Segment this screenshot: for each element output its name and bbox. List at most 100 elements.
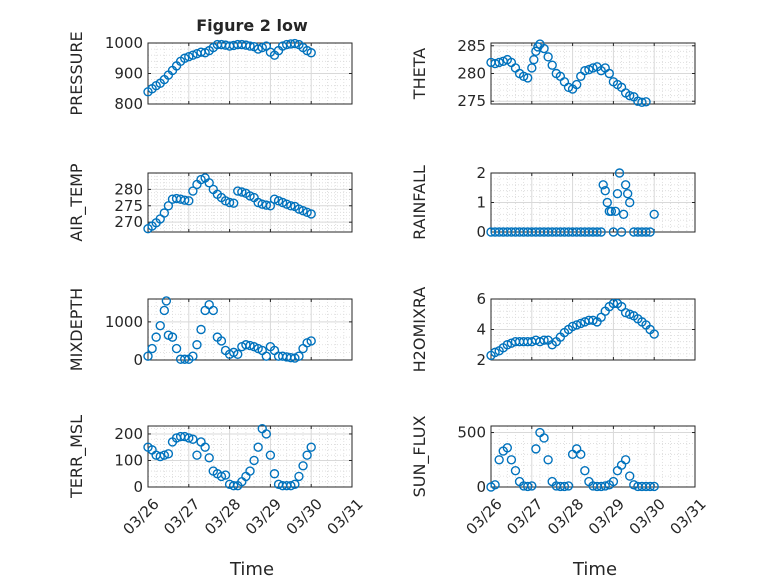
data-point (233, 186, 243, 196)
y-tick-label: 500 (457, 424, 486, 442)
y-tick-label: 285 (457, 37, 486, 55)
data-point (580, 66, 590, 76)
y-axis-label: AIR_TEMP (67, 163, 87, 241)
data-point (277, 197, 288, 208)
data-point (306, 442, 316, 452)
data-point (610, 206, 621, 217)
series-markers (143, 173, 316, 234)
data-point (163, 449, 174, 459)
series-markers (143, 296, 316, 364)
series-markers (143, 38, 316, 97)
data-point (253, 44, 263, 54)
data-point (606, 206, 617, 217)
x-tick-label: 03/29 (585, 495, 628, 538)
data-point (580, 465, 590, 476)
data-point (159, 450, 170, 460)
data-point (527, 63, 537, 73)
data-point (261, 351, 272, 361)
data-point (188, 434, 198, 444)
x-tick-label: 03/28 (201, 495, 244, 538)
data-point (490, 58, 500, 69)
data-point (547, 60, 557, 70)
data-point (502, 443, 513, 453)
data-point (155, 320, 165, 331)
y-tick-label: 200 (114, 425, 143, 443)
figure-title: Figure 2 low (196, 16, 308, 35)
data-point (159, 305, 170, 316)
data-point (620, 308, 631, 318)
data-point (290, 479, 300, 490)
series-markers (143, 423, 316, 491)
data-point (494, 57, 504, 68)
data-point (184, 433, 194, 443)
x-tick-label: 03/27 (160, 495, 203, 538)
y-tick-label: 1000 (105, 34, 143, 52)
subplot-6: 2 4 6 H2OMIXRA (410, 287, 696, 372)
data-point (204, 300, 214, 310)
y-tick-label: 800 (114, 95, 143, 113)
data-point (216, 336, 227, 346)
y-tick-label: 270 (114, 213, 143, 231)
data-point (253, 197, 263, 208)
data-point (290, 38, 300, 49)
data-point (188, 50, 198, 60)
data-point (625, 90, 635, 101)
data-point (527, 481, 537, 491)
data-point (531, 444, 541, 454)
data-point (143, 351, 153, 361)
y-tick-label: 0 (476, 478, 486, 496)
y-tick-label: 6 (476, 290, 486, 308)
x-tick-label: 03/26 (462, 495, 505, 538)
data-point (261, 200, 272, 210)
data-point (588, 63, 598, 73)
data-point (302, 450, 312, 460)
data-point (196, 437, 206, 447)
y-axis-label: THETA (410, 48, 429, 100)
data-point (584, 64, 594, 75)
data-point (261, 429, 272, 439)
data-point (245, 466, 255, 476)
data-point (180, 53, 190, 63)
data-point (188, 186, 198, 196)
x-axis-label-right: Time (572, 559, 617, 580)
data-point (620, 180, 631, 190)
data-point (490, 480, 500, 490)
data-point (625, 471, 635, 481)
x-tick-label: 03/26 (119, 495, 162, 538)
data-point (265, 450, 276, 460)
y-tick-label: 100 (114, 451, 143, 469)
series-markers (486, 39, 651, 108)
x-tick-label: 03/31 (666, 495, 709, 538)
data-point (510, 465, 521, 476)
data-point (298, 461, 308, 471)
data-point (245, 191, 255, 201)
data-point (171, 343, 182, 354)
data-point (563, 82, 574, 93)
data-point (649, 329, 659, 339)
data-point (180, 431, 190, 442)
data-point (502, 340, 513, 350)
data-point (531, 46, 541, 57)
y-tick-label: 275 (457, 92, 486, 110)
data-point (245, 41, 255, 51)
axes-box (147, 425, 353, 488)
axes-box (147, 298, 353, 361)
data-point (208, 305, 218, 316)
series-markers (486, 298, 659, 361)
data-point (298, 205, 308, 216)
data-point (600, 185, 610, 196)
data-point (637, 97, 647, 108)
y-tick-label: 900 (114, 65, 143, 83)
y-tick-label: 0 (133, 478, 143, 496)
data-point (151, 332, 161, 342)
data-point (563, 481, 574, 491)
y-tick-label: 280 (457, 65, 486, 83)
y-tick-label: 280 (114, 180, 143, 198)
data-point (539, 433, 549, 443)
x-tick-label: 03/30 (626, 495, 669, 538)
data-point (306, 336, 316, 346)
data-point (200, 442, 210, 452)
data-point (180, 195, 190, 205)
data-point (294, 351, 304, 361)
